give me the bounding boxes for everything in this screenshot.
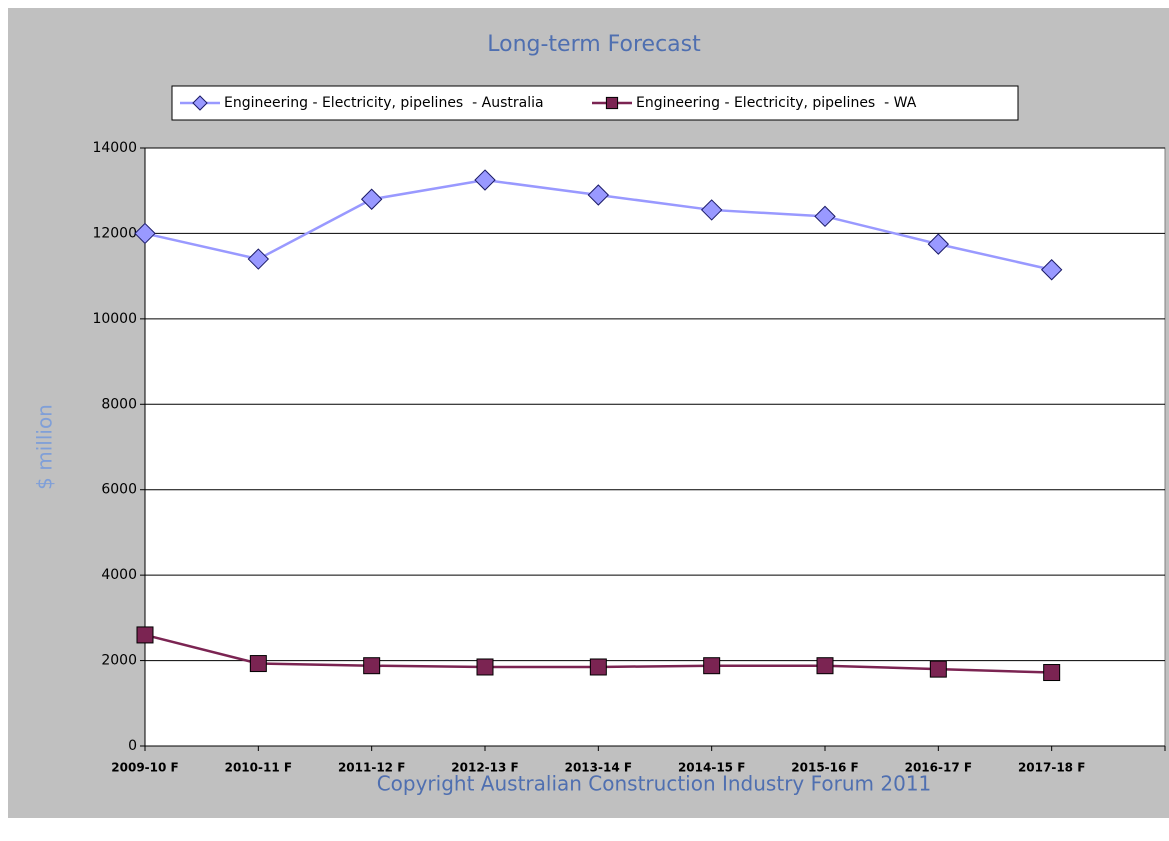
y-tick-label: 12000	[92, 225, 137, 241]
x-tick-label: 2012-13 F	[451, 761, 518, 775]
data-point	[1040, 259, 1063, 281]
y-tick-label: 2000	[101, 653, 137, 669]
plot-area	[144, 147, 1166, 747]
data-point	[474, 169, 496, 191]
data-point	[703, 657, 721, 675]
x-tick-label: 2015-16 F	[791, 761, 858, 775]
legend-label: Engineering - Electricity, pipelines - A…	[224, 95, 544, 111]
y-tick-label: 10000	[92, 311, 137, 327]
data-point	[589, 658, 607, 676]
x-tick-label: 2009-10 F	[111, 761, 178, 775]
data-point	[247, 248, 270, 270]
data-point	[360, 188, 383, 210]
data-point	[814, 205, 836, 228]
data-point	[929, 660, 947, 678]
data-point	[192, 95, 208, 111]
x-tick-label: 2010-11 F	[225, 761, 292, 775]
data-point	[136, 626, 154, 644]
chart-title: Long-term Forecast	[487, 32, 701, 57]
data-point	[700, 199, 723, 221]
y-tick-label: 0	[128, 738, 137, 754]
y-tick-label: 8000	[101, 396, 137, 412]
y-axis-label: $ million	[33, 404, 57, 490]
data-point	[134, 222, 156, 245]
data-point	[1043, 664, 1061, 682]
y-tick-label: 4000	[101, 567, 137, 583]
data-point	[605, 96, 619, 110]
data-point	[363, 657, 381, 675]
data-point	[249, 655, 267, 673]
x-tick-label: 2016-17 F	[905, 761, 972, 775]
data-point	[476, 658, 494, 676]
x-tick-label: 2013-14 F	[565, 761, 632, 775]
data-point	[816, 657, 834, 675]
x-tick-label: 2014-15 F	[678, 761, 745, 775]
footer: Copyright Australian Construction Indust…	[377, 772, 932, 796]
y-tick-label: 14000	[92, 140, 137, 156]
x-tick-label: 2011-12 F	[338, 761, 405, 775]
y-tick-label: 6000	[101, 482, 137, 498]
legend-label: Engineering - Electricity, pipelines - W…	[636, 95, 917, 111]
data-point	[587, 184, 610, 206]
x-tick-label: 2017-18 F	[1018, 761, 1085, 775]
data-point	[927, 233, 950, 255]
